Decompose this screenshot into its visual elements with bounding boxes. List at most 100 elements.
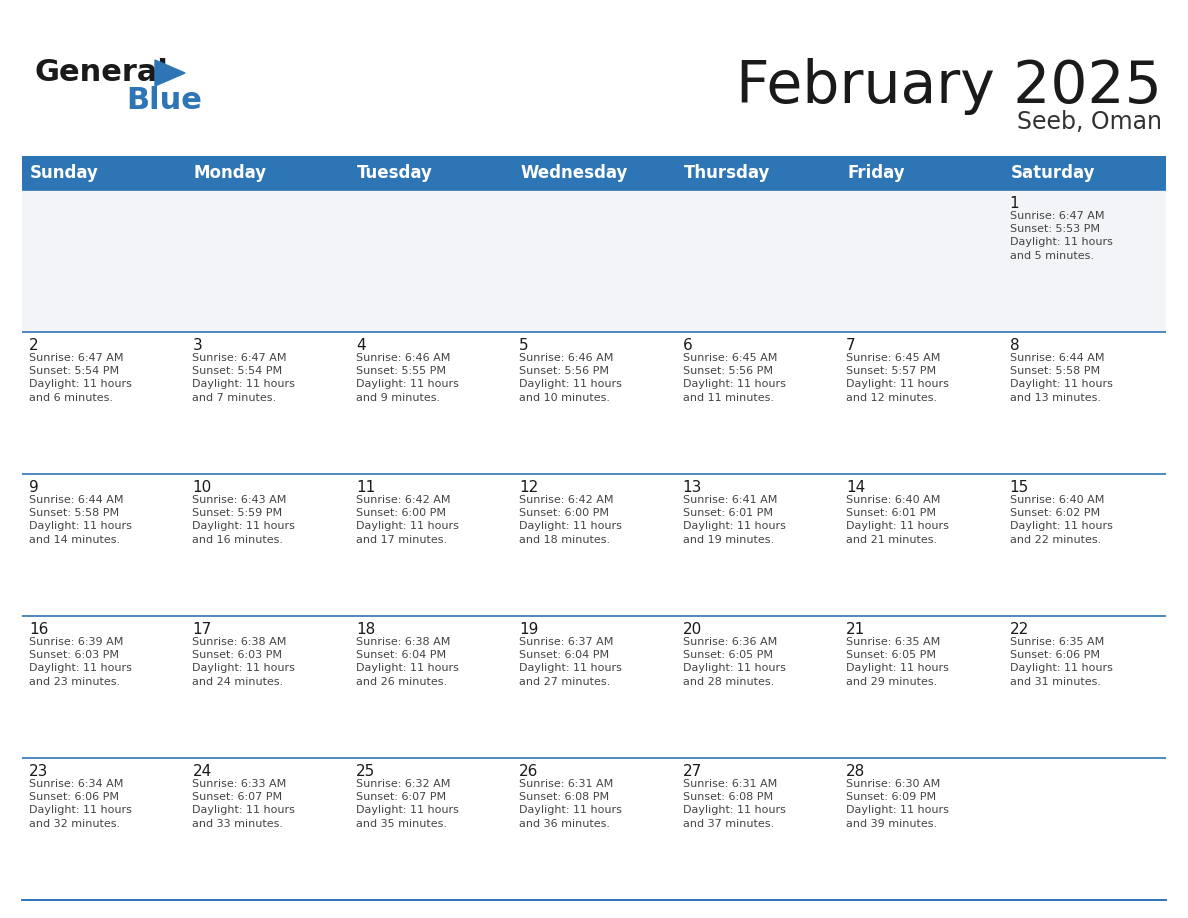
Text: and 35 minutes.: and 35 minutes. — [356, 819, 447, 829]
Text: Sunrise: 6:42 AM: Sunrise: 6:42 AM — [519, 495, 614, 505]
Text: Sunrise: 6:36 AM: Sunrise: 6:36 AM — [683, 637, 777, 647]
Bar — [676, 332, 839, 474]
Text: Sunset: 5:57 PM: Sunset: 5:57 PM — [846, 366, 936, 376]
Text: Daylight: 11 hours: Daylight: 11 hours — [519, 521, 623, 532]
Text: Daylight: 11 hours: Daylight: 11 hours — [192, 521, 296, 532]
Bar — [185, 758, 349, 900]
Text: Sunrise: 6:46 AM: Sunrise: 6:46 AM — [519, 353, 614, 363]
Text: and 33 minutes.: and 33 minutes. — [192, 819, 284, 829]
Text: Sunset: 6:02 PM: Sunset: 6:02 PM — [1010, 509, 1100, 518]
Text: Daylight: 11 hours: Daylight: 11 hours — [29, 805, 132, 815]
Bar — [1003, 474, 1165, 616]
Text: Sunrise: 6:31 AM: Sunrise: 6:31 AM — [683, 779, 777, 789]
Text: Sunrise: 6:47 AM: Sunrise: 6:47 AM — [192, 353, 287, 363]
Bar — [512, 332, 676, 474]
Text: Daylight: 11 hours: Daylight: 11 hours — [846, 805, 949, 815]
Text: Daylight: 11 hours: Daylight: 11 hours — [519, 805, 623, 815]
Text: 17: 17 — [192, 622, 211, 637]
Text: 11: 11 — [356, 480, 375, 495]
Text: Daylight: 11 hours: Daylight: 11 hours — [29, 379, 132, 389]
Text: and 18 minutes.: and 18 minutes. — [519, 534, 611, 544]
Text: 7: 7 — [846, 338, 855, 353]
Text: February 2025: February 2025 — [737, 58, 1162, 115]
Text: Sunset: 6:00 PM: Sunset: 6:00 PM — [356, 509, 446, 518]
Text: and 36 minutes.: and 36 minutes. — [519, 819, 611, 829]
Text: Sunset: 6:08 PM: Sunset: 6:08 PM — [519, 792, 609, 802]
Text: Daylight: 11 hours: Daylight: 11 hours — [846, 379, 949, 389]
Text: and 17 minutes.: and 17 minutes. — [356, 534, 447, 544]
Text: Daylight: 11 hours: Daylight: 11 hours — [683, 521, 785, 532]
Text: and 24 minutes.: and 24 minutes. — [192, 677, 284, 687]
Bar — [23, 616, 185, 758]
Text: and 31 minutes.: and 31 minutes. — [1010, 677, 1100, 687]
Text: Sunset: 6:01 PM: Sunset: 6:01 PM — [683, 509, 772, 518]
Text: 3: 3 — [192, 338, 202, 353]
Text: 10: 10 — [192, 480, 211, 495]
Text: Sunset: 5:56 PM: Sunset: 5:56 PM — [683, 366, 772, 376]
Text: and 23 minutes.: and 23 minutes. — [29, 677, 120, 687]
Text: and 19 minutes.: and 19 minutes. — [683, 534, 773, 544]
Bar — [839, 332, 1003, 474]
Text: Sunrise: 6:44 AM: Sunrise: 6:44 AM — [1010, 353, 1104, 363]
Text: and 37 minutes.: and 37 minutes. — [683, 819, 773, 829]
Text: 4: 4 — [356, 338, 366, 353]
Text: Sunrise: 6:32 AM: Sunrise: 6:32 AM — [356, 779, 450, 789]
Text: 20: 20 — [683, 622, 702, 637]
Text: Sunrise: 6:41 AM: Sunrise: 6:41 AM — [683, 495, 777, 505]
Bar — [23, 332, 185, 474]
Bar — [349, 758, 512, 900]
Text: 26: 26 — [519, 764, 538, 779]
Text: 21: 21 — [846, 622, 865, 637]
Text: Sunrise: 6:45 AM: Sunrise: 6:45 AM — [683, 353, 777, 363]
Text: and 9 minutes.: and 9 minutes. — [356, 393, 440, 403]
Text: 8: 8 — [1010, 338, 1019, 353]
Polygon shape — [154, 60, 185, 86]
Text: and 11 minutes.: and 11 minutes. — [683, 393, 773, 403]
Text: Blue: Blue — [126, 86, 202, 115]
Text: Daylight: 11 hours: Daylight: 11 hours — [519, 664, 623, 674]
Bar — [512, 758, 676, 900]
Text: 24: 24 — [192, 764, 211, 779]
Text: Sunset: 5:54 PM: Sunset: 5:54 PM — [29, 366, 119, 376]
Bar — [349, 190, 512, 332]
Bar — [185, 190, 349, 332]
Text: and 27 minutes.: and 27 minutes. — [519, 677, 611, 687]
Text: 28: 28 — [846, 764, 865, 779]
Text: Sunrise: 6:38 AM: Sunrise: 6:38 AM — [192, 637, 286, 647]
Text: Sunset: 5:58 PM: Sunset: 5:58 PM — [29, 509, 119, 518]
Text: Wednesday: Wednesday — [520, 164, 627, 182]
Text: Daylight: 11 hours: Daylight: 11 hours — [1010, 238, 1112, 247]
Text: Sunrise: 6:35 AM: Sunrise: 6:35 AM — [1010, 637, 1104, 647]
Text: General: General — [34, 58, 168, 87]
Text: Daylight: 11 hours: Daylight: 11 hours — [192, 379, 296, 389]
Text: Sunrise: 6:37 AM: Sunrise: 6:37 AM — [519, 637, 614, 647]
Text: Sunset: 6:09 PM: Sunset: 6:09 PM — [846, 792, 936, 802]
Text: Sunrise: 6:44 AM: Sunrise: 6:44 AM — [29, 495, 124, 505]
Text: Sunrise: 6:33 AM: Sunrise: 6:33 AM — [192, 779, 286, 789]
Text: 23: 23 — [29, 764, 49, 779]
Text: Daylight: 11 hours: Daylight: 11 hours — [683, 379, 785, 389]
Bar — [23, 758, 185, 900]
Bar — [676, 190, 839, 332]
Bar — [839, 758, 1003, 900]
Text: Sunrise: 6:47 AM: Sunrise: 6:47 AM — [29, 353, 124, 363]
Text: Sunset: 6:03 PM: Sunset: 6:03 PM — [192, 650, 283, 660]
Text: Daylight: 11 hours: Daylight: 11 hours — [29, 521, 132, 532]
Text: Sunset: 6:08 PM: Sunset: 6:08 PM — [683, 792, 773, 802]
Text: and 7 minutes.: and 7 minutes. — [192, 393, 277, 403]
Text: Sunset: 6:06 PM: Sunset: 6:06 PM — [1010, 650, 1100, 660]
Text: Saturday: Saturday — [1011, 164, 1095, 182]
Text: and 26 minutes.: and 26 minutes. — [356, 677, 447, 687]
Text: Friday: Friday — [847, 164, 905, 182]
Text: and 21 minutes.: and 21 minutes. — [846, 534, 937, 544]
Bar — [676, 474, 839, 616]
Text: and 14 minutes.: and 14 minutes. — [29, 534, 120, 544]
Text: Sunrise: 6:46 AM: Sunrise: 6:46 AM — [356, 353, 450, 363]
Text: Seeb, Oman: Seeb, Oman — [1017, 110, 1162, 134]
Text: Daylight: 11 hours: Daylight: 11 hours — [356, 664, 459, 674]
Text: 13: 13 — [683, 480, 702, 495]
Text: 5: 5 — [519, 338, 529, 353]
Text: Sunrise: 6:45 AM: Sunrise: 6:45 AM — [846, 353, 941, 363]
Text: 25: 25 — [356, 764, 375, 779]
Text: and 22 minutes.: and 22 minutes. — [1010, 534, 1101, 544]
